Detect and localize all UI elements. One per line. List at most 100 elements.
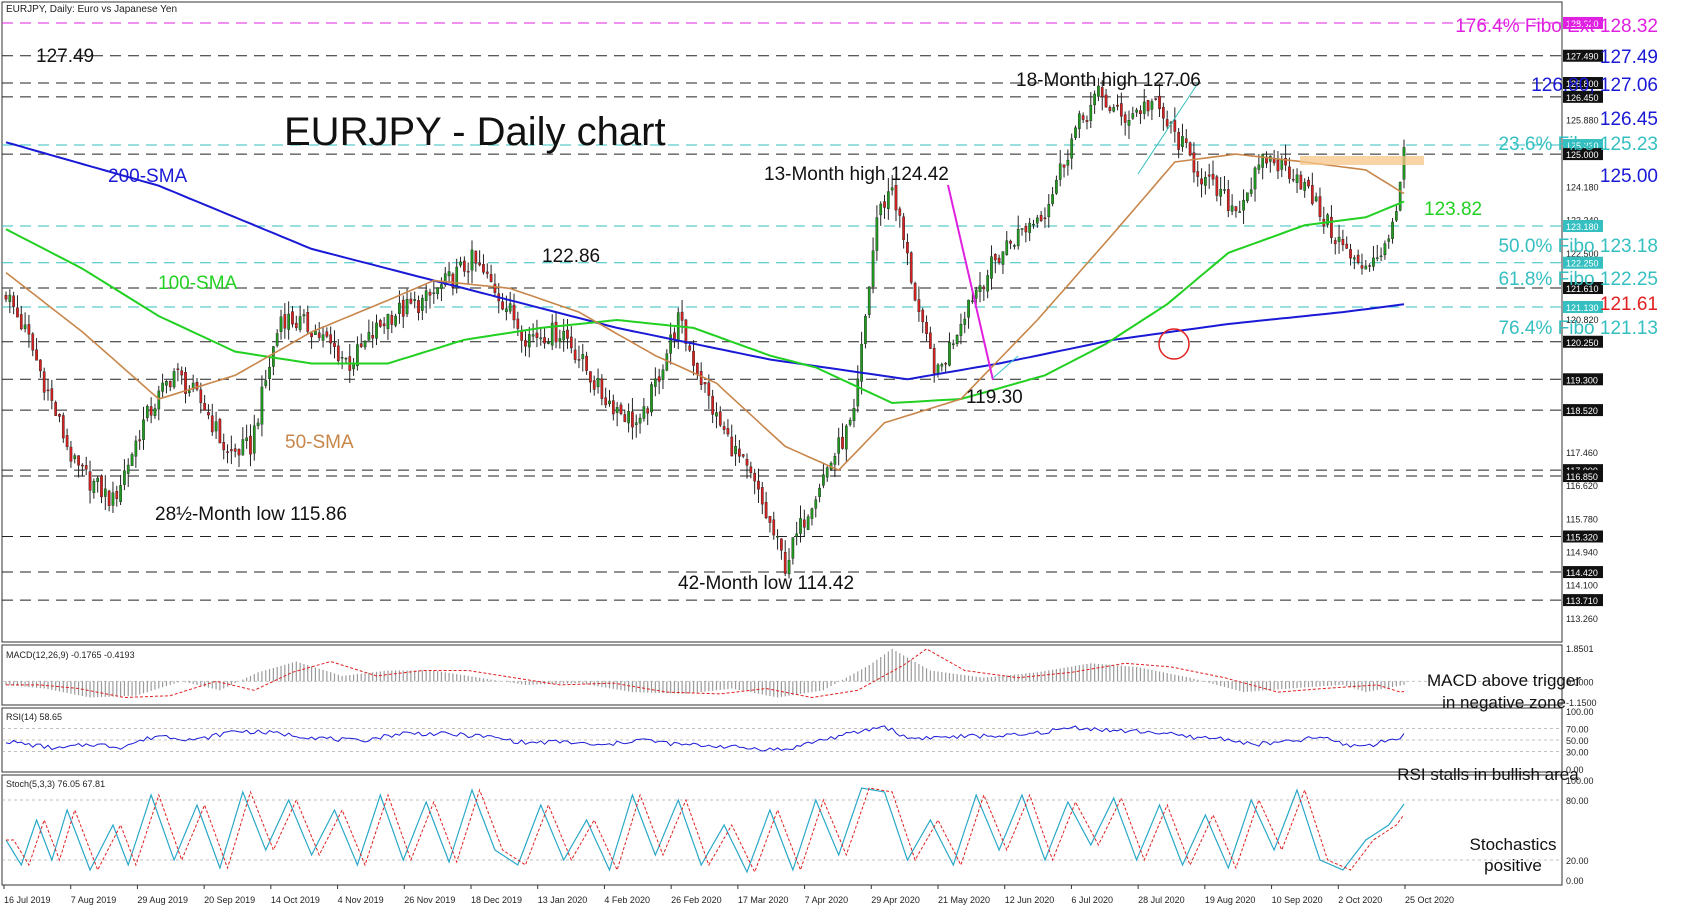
price-tick-label: 117.460 <box>1566 448 1598 458</box>
candle-body <box>1020 228 1024 230</box>
price-tick-label: 125.000 <box>1566 150 1599 160</box>
candle-body <box>317 332 321 338</box>
x-axis-label: 21 May 2020 <box>938 895 990 905</box>
candle-body <box>902 216 905 240</box>
candle-body <box>176 368 180 370</box>
candle-body <box>1097 85 1100 97</box>
macd-tick-label: 1.8501 <box>1566 644 1594 654</box>
candle-body <box>539 337 543 340</box>
candle-body <box>161 382 164 392</box>
candle-body <box>646 408 650 414</box>
candle-body <box>890 187 894 191</box>
candle-body <box>249 435 252 455</box>
candle-body <box>692 350 695 366</box>
candle-body <box>1261 153 1265 168</box>
candle-body <box>531 334 535 337</box>
candle-body <box>802 519 806 528</box>
price-tick-label: 122.500 <box>1566 249 1599 259</box>
annot-121-61: 121.61 <box>1600 294 1658 315</box>
candle-body <box>1299 174 1303 190</box>
stoch-tick-label: 80.00 <box>1566 796 1589 806</box>
candle-body <box>210 415 214 433</box>
sma-100-line <box>5 200 1405 405</box>
candle-body <box>195 382 199 390</box>
price-tag-bg <box>1563 148 1603 161</box>
macd-panel: 1.8501 0.0000 -1.1500 <box>2 644 1597 708</box>
resistance-zone <box>1300 156 1424 165</box>
candle-body <box>440 284 443 289</box>
magenta-trend-line <box>947 184 994 381</box>
x-axis-label: 25 Oct 2020 <box>1405 895 1454 905</box>
candle-body <box>149 406 153 416</box>
candle-body <box>1162 106 1165 119</box>
candle-body <box>734 446 737 455</box>
candle-body <box>608 400 611 405</box>
label-50-sma: 50-SMA <box>285 432 354 453</box>
candle-body <box>111 492 115 506</box>
candle-body <box>1043 217 1047 220</box>
candle-body <box>88 471 92 491</box>
price-tag-bg <box>1563 256 1603 269</box>
candle-body <box>501 301 504 310</box>
x-axis-label: 16 Jul 2019 <box>4 895 51 905</box>
candle-body <box>363 340 367 348</box>
candle-body <box>749 466 753 474</box>
symbol-header: EURJPY, Daily: Euro vs Japanese Yen <box>6 4 177 15</box>
candle-body <box>1391 221 1394 239</box>
price-tick-label: 127.490 <box>1566 52 1599 62</box>
candle-body <box>168 380 172 388</box>
candle-body <box>776 536 779 538</box>
cyan-trend-line-1 <box>992 355 1019 379</box>
x-axis-label: 26 Nov 2019 <box>404 895 455 905</box>
candle-body <box>1108 107 1112 111</box>
x-axis-label: 2 Oct 2020 <box>1338 895 1382 905</box>
candle-body <box>566 329 569 339</box>
candle-body <box>432 292 436 294</box>
candle-body <box>684 319 688 344</box>
stoch-note-2: positive <box>1484 856 1542 875</box>
candle-body <box>1372 257 1375 267</box>
candle-body <box>791 537 795 559</box>
candle-body <box>810 508 814 519</box>
candle-body <box>1337 236 1341 242</box>
candle-body <box>1288 166 1291 179</box>
candle-body <box>103 488 107 497</box>
price-tick-label: 124.180 <box>1566 183 1599 193</box>
candle-body <box>1165 119 1169 127</box>
candle-body <box>917 299 921 312</box>
candle-body <box>982 286 986 290</box>
candle-body <box>405 299 409 315</box>
candle-body <box>260 386 264 425</box>
candle-body <box>4 294 8 300</box>
label-100-sma: 100-SMA <box>158 273 238 294</box>
candle-body <box>1379 255 1383 258</box>
price-tag-bg <box>1563 530 1603 543</box>
candle-body <box>508 303 512 312</box>
candle-body <box>1368 265 1371 267</box>
candle-body <box>409 298 413 304</box>
candle-body <box>1314 196 1318 202</box>
candle-body <box>1181 136 1184 148</box>
candle-body <box>386 313 390 329</box>
candle-body <box>833 456 837 465</box>
candle-body <box>298 316 302 330</box>
candle-body <box>906 241 909 254</box>
candle-body <box>1310 185 1314 204</box>
candle-body <box>799 518 802 534</box>
candle-body <box>512 304 516 321</box>
candle-body <box>547 342 550 344</box>
candle-body <box>974 289 978 299</box>
price-tick-label: 119.300 <box>1566 375 1598 385</box>
candle-body <box>237 448 241 456</box>
rsi-note: RSI stalls in bullish area <box>1397 765 1579 784</box>
candle-body <box>187 390 191 393</box>
candle-body <box>493 283 497 293</box>
candle-body <box>478 262 481 266</box>
candle-body <box>627 411 630 424</box>
candle-body <box>180 370 184 376</box>
candle-body <box>39 359 42 372</box>
candle-body <box>367 332 371 341</box>
candle-body <box>909 252 913 283</box>
candle-body <box>390 314 394 325</box>
candle-body <box>1207 174 1211 177</box>
